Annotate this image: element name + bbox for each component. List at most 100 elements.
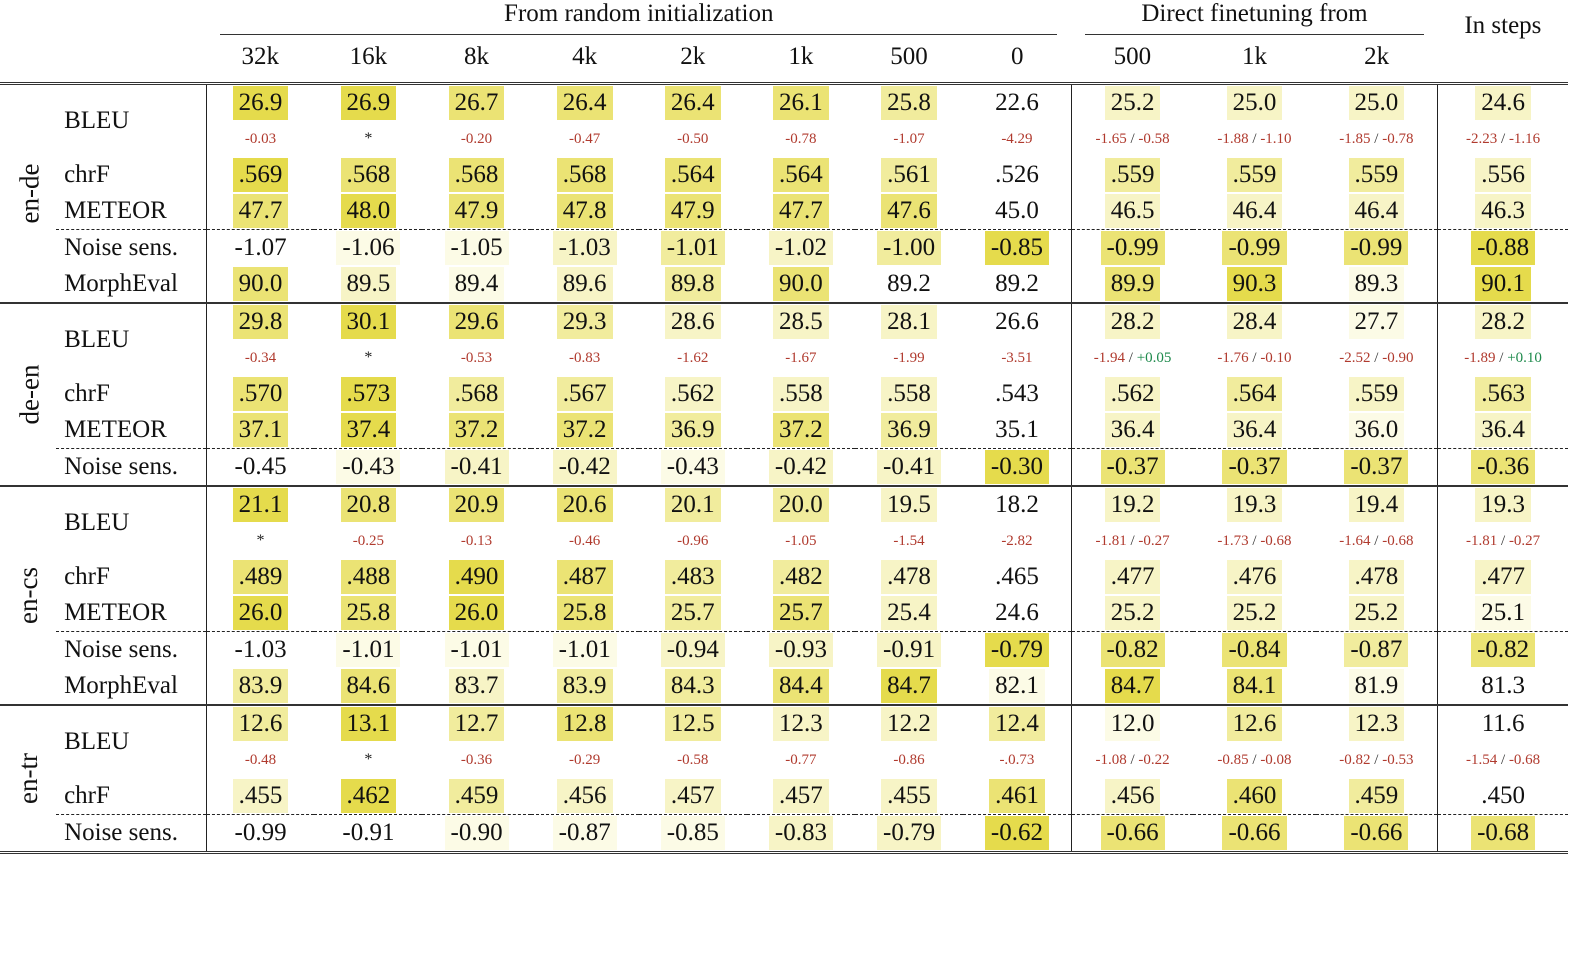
delta-value: -1.54 bbox=[893, 532, 925, 549]
delta-value: -1.05 bbox=[785, 532, 817, 549]
score-cell: -0.99 bbox=[1070, 229, 1194, 266]
score-cell: 29.3 bbox=[531, 303, 639, 340]
score-cell: -0.85 bbox=[638, 814, 747, 854]
score-cell: 28.2 bbox=[1070, 303, 1194, 340]
score-cell: .488 bbox=[314, 559, 422, 595]
score-cell: .559 bbox=[1070, 157, 1194, 193]
delta-value: -0.46 bbox=[569, 532, 601, 549]
score-value: 19.3 bbox=[1226, 488, 1283, 522]
delta-value: -0.53 bbox=[460, 349, 493, 366]
score-value: -0.43 bbox=[336, 450, 401, 484]
score-cell: -0.93 bbox=[746, 631, 855, 668]
metric-label: BLEU bbox=[64, 326, 130, 353]
delta-cell: -0.58 bbox=[639, 742, 747, 778]
delta-separator: / bbox=[1248, 349, 1261, 366]
score-value: -0.43 bbox=[660, 450, 725, 484]
delta-vs-best: -1.64 bbox=[1339, 532, 1371, 549]
metric-label: METEOR bbox=[64, 599, 167, 626]
score-value: -0.66 bbox=[1222, 816, 1287, 850]
score-cell: 37.1 bbox=[205, 412, 315, 449]
score-value: 47.9 bbox=[448, 194, 505, 228]
score-value: -0.41 bbox=[444, 450, 509, 484]
score-value: .564 bbox=[664, 158, 721, 192]
delta-value: -1.07 bbox=[893, 130, 925, 147]
delta-cell: -0.34 bbox=[205, 340, 315, 376]
score-value: 12.2 bbox=[881, 707, 937, 741]
score-value: 89.5 bbox=[340, 267, 397, 301]
score-cell: 24.6 bbox=[963, 595, 1071, 632]
score-value: 26.9 bbox=[340, 86, 397, 120]
score-value: -0.30 bbox=[984, 450, 1049, 484]
score-cell: 84.4 bbox=[746, 668, 855, 706]
language-pair-text: de-en bbox=[14, 364, 45, 425]
score-value: -0.87 bbox=[552, 816, 617, 850]
score-cell: 89.5 bbox=[314, 266, 423, 304]
score-value: .478 bbox=[881, 560, 937, 594]
metric-row: METEOR 37.1 37.4 37.2 37.2 36.9 37.2 36.9 35.1 36… bbox=[0, 412, 1568, 449]
score-cell: -0.41 bbox=[854, 448, 964, 487]
delta-cell: -0.29 bbox=[531, 742, 639, 778]
score-cell: 12.0 bbox=[1070, 705, 1194, 742]
score-cell: 18.2 bbox=[963, 486, 1071, 523]
score-cell: 46.3 bbox=[1437, 193, 1568, 230]
score-value: 12.3 bbox=[1348, 707, 1405, 741]
score-value: 89.9 bbox=[1104, 267, 1161, 301]
delta-vs-base: -0.10 bbox=[1260, 349, 1292, 366]
score-cell: 82.1 bbox=[963, 668, 1072, 706]
metric-label: chrF bbox=[64, 563, 110, 590]
metric-label: BLEU bbox=[64, 107, 130, 134]
score-value: 11.6 bbox=[1481, 710, 1525, 737]
metric-row: en-cs BLEU 21.1 20.8 20.9 20.6 20.1 20.0 19.5 18.… bbox=[0, 486, 1568, 706]
delta-cell: -1.85 / -0.78 bbox=[1316, 121, 1438, 157]
score-cell: -0.42 bbox=[530, 448, 639, 487]
score-value: 25.8 bbox=[881, 86, 937, 120]
col-header: 500 bbox=[890, 43, 928, 70]
reference-marker: * bbox=[364, 751, 373, 768]
score-cell: .459 bbox=[422, 778, 530, 815]
score-value: -0.66 bbox=[1100, 816, 1165, 850]
delta-separator: / bbox=[1495, 349, 1508, 366]
metric-row: Noise sens. -1.03 -1.01 -1.01 -1.01 -0.94 -0.9… bbox=[0, 631, 1568, 668]
score-cell: .559 bbox=[1316, 157, 1438, 193]
language-pair-label: de-en bbox=[0, 303, 57, 487]
score-value: 22.6 bbox=[995, 89, 1039, 116]
score-cell: -0.91 bbox=[854, 631, 964, 668]
score-cell: 19.3 bbox=[1437, 486, 1568, 523]
score-cell: -0.91 bbox=[314, 814, 423, 854]
score-value: .564 bbox=[773, 158, 829, 192]
delta-vs-base: -1.10 bbox=[1260, 130, 1292, 147]
delta-value: -0.78 bbox=[785, 130, 817, 147]
metric-row: chrF .570 .573 .568 .567 .562 .558 .558 .543 .562… bbox=[0, 376, 1568, 412]
delta-vs-base: +0.05 bbox=[1136, 349, 1172, 366]
score-cell: .462 bbox=[314, 778, 422, 815]
score-cell: -0.94 bbox=[638, 631, 747, 668]
score-value: -0.41 bbox=[877, 450, 942, 484]
score-cell: 20.0 bbox=[747, 486, 855, 523]
score-value: -1.01 bbox=[660, 231, 725, 265]
delta-separator: / bbox=[1497, 751, 1509, 768]
score-value: 28.2 bbox=[1104, 305, 1161, 339]
score-value: -1.03 bbox=[552, 231, 617, 265]
delta-vs-best: -1.08 bbox=[1095, 751, 1127, 768]
reference-marker: * bbox=[256, 532, 265, 549]
score-cell: .459 bbox=[1316, 778, 1438, 815]
delta-vs-base: -0.90 bbox=[1382, 349, 1414, 366]
delta-vs-base: -0.58 bbox=[1138, 130, 1170, 147]
score-cell: 47.7 bbox=[747, 193, 855, 230]
score-value: 12.0 bbox=[1104, 707, 1161, 741]
metric-label: BLEU bbox=[64, 728, 130, 755]
score-cell: -0.43 bbox=[638, 448, 747, 487]
score-value: .568 bbox=[448, 377, 505, 411]
delta-cell: -.0.73 bbox=[963, 742, 1071, 778]
col-header: 1k bbox=[788, 43, 814, 70]
score-cell: .487 bbox=[531, 559, 639, 595]
score-value: -0.87 bbox=[1344, 633, 1409, 667]
language-pair-label: en-tr bbox=[0, 705, 57, 854]
metric-label: chrF bbox=[64, 161, 110, 188]
delta-vs-best: -1.73 bbox=[1217, 532, 1249, 549]
score-cell: 25.7 bbox=[747, 595, 855, 632]
score-value: 37.1 bbox=[232, 413, 289, 447]
delta-separator: / bbox=[1370, 751, 1383, 768]
delta-value: -3.51 bbox=[1001, 349, 1033, 366]
score-cell: 26.7 bbox=[422, 84, 530, 122]
